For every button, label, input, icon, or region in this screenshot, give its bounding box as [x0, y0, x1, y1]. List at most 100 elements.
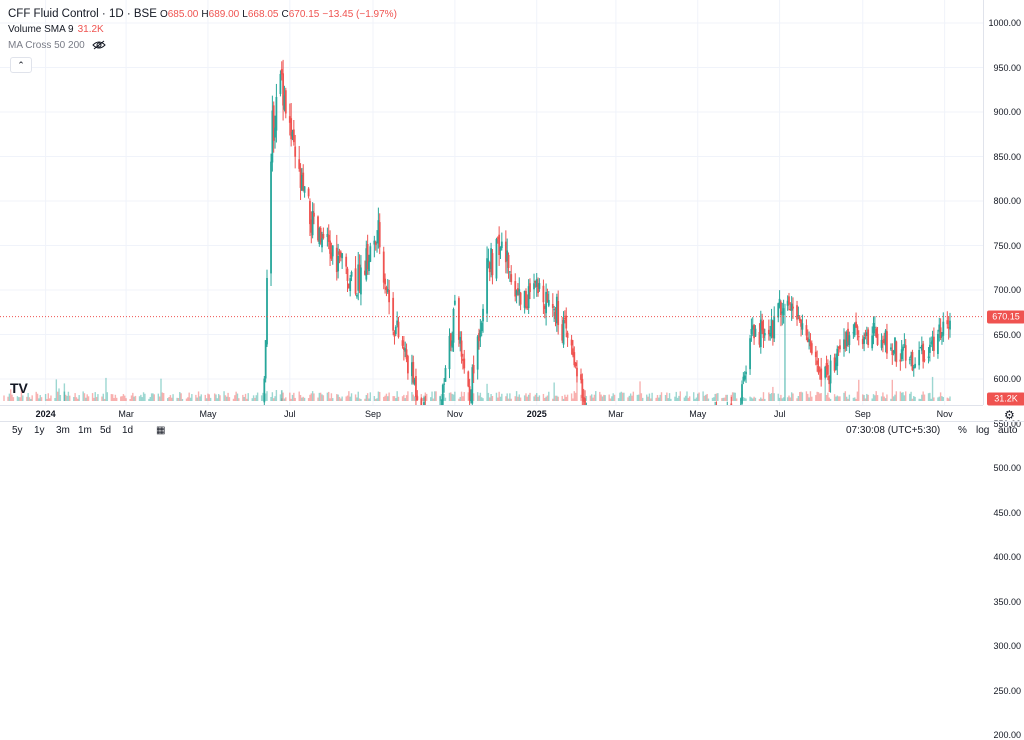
candle-body — [796, 305, 798, 320]
candle-body — [810, 343, 813, 354]
settings-gear-icon[interactable]: ⚙ — [1004, 408, 1015, 422]
auto-toggle[interactable]: auto — [998, 425, 1018, 436]
volume-bar — [702, 391, 704, 401]
range-5y-button[interactable]: 5y — [12, 425, 23, 436]
range-5d-button[interactable]: 5d — [100, 425, 112, 436]
calendar-icon[interactable]: ▦ — [156, 425, 166, 436]
volume-bar — [454, 391, 456, 401]
range-1y-button[interactable]: 1y — [34, 425, 45, 436]
candle-body — [326, 233, 329, 238]
volume-bar — [243, 397, 245, 401]
candle-body — [853, 323, 856, 336]
candle-body — [337, 255, 340, 272]
volume-bar — [191, 394, 193, 401]
candle-body — [303, 186, 306, 193]
candle-body — [453, 300, 456, 305]
volume-bar — [385, 393, 388, 401]
candle-body — [542, 285, 545, 303]
candle-body — [518, 289, 521, 296]
tradingview-logo[interactable]: TV — [10, 380, 28, 396]
percent-toggle[interactable]: % — [958, 425, 967, 436]
volume-bar — [330, 393, 333, 401]
volume-bar — [302, 396, 304, 401]
log-toggle[interactable]: log — [976, 425, 990, 436]
volume-bar — [293, 392, 295, 401]
symbol-title[interactable]: CFF Fluid Control · 1D · BSE — [8, 8, 157, 20]
candle-body — [373, 240, 376, 245]
open-value: 685.00 — [167, 9, 199, 20]
candle-body — [745, 371, 747, 375]
volume-bar — [67, 391, 70, 401]
candle-body — [307, 188, 310, 197]
candle-body — [471, 367, 474, 404]
candle-body — [529, 283, 531, 293]
volume-bar — [273, 398, 275, 401]
candle-body — [354, 268, 357, 294]
candle-body — [365, 248, 368, 280]
price-tick-label: 350.00 — [993, 596, 1021, 607]
volume-bar — [892, 396, 895, 401]
volume-bar — [341, 396, 343, 401]
candle-body — [900, 349, 903, 360]
price-scale[interactable]: 1000.00 950.00 900.00 850.00 800.00 750.00 700… — [983, 0, 1024, 740]
candle-body — [808, 339, 811, 343]
volume-bar — [658, 397, 660, 401]
volume-bar — [923, 394, 926, 401]
volume-bar — [486, 383, 488, 401]
volume-bar — [782, 397, 785, 401]
range-3m-button[interactable]: 3m — [56, 425, 70, 436]
volume-bar — [356, 397, 358, 401]
candle-body — [406, 356, 409, 374]
volume-bar — [613, 394, 616, 401]
range-1d-button[interactable]: 1d — [122, 425, 134, 436]
candle-body — [562, 319, 565, 345]
ma-cross-row[interactable]: MA Cross 50 200 — [8, 38, 397, 54]
volume-bar — [556, 395, 558, 401]
volume-bar — [632, 391, 635, 401]
volume-bar — [144, 393, 146, 401]
volume-bar — [817, 392, 820, 401]
close-value: 670.15 — [288, 9, 320, 20]
volume-bar — [153, 394, 155, 401]
range-1m-button[interactable]: 1m — [78, 425, 92, 436]
candle-body — [826, 365, 829, 375]
price-chart[interactable] — [0, 0, 983, 405]
collapse-legend-button[interactable]: ⌃ — [10, 57, 32, 73]
time-axis[interactable]: 2024 Mar May Jul Sep Nov 2025 Mar May Jul Sep Nov — [0, 405, 983, 422]
candle-body — [345, 256, 348, 267]
candle-body — [298, 159, 301, 169]
volume-bar — [764, 398, 766, 401]
chart-area[interactable] — [0, 0, 983, 405]
candle-body — [927, 356, 930, 358]
volume-bar — [910, 391, 912, 401]
candle-body — [551, 303, 554, 308]
candle-body — [275, 96, 278, 131]
candle-body — [486, 258, 488, 314]
candle-body — [535, 279, 538, 287]
volume-indicator-row[interactable]: Volume SMA 9 31.2K — [8, 22, 397, 38]
volume-bar — [545, 396, 547, 401]
time-tick-label: Jul — [773, 409, 786, 419]
candle-body — [507, 254, 510, 268]
volume-bar — [348, 391, 350, 401]
clock-time[interactable]: 07:30:08 (UTC+5:30) — [846, 425, 941, 436]
candle-body — [405, 349, 408, 360]
volume-bar — [816, 391, 818, 401]
volume-bar — [148, 398, 150, 401]
candle-body — [910, 355, 912, 359]
volume-bar — [933, 397, 935, 401]
candle-body — [495, 239, 498, 279]
volume-bar — [354, 394, 357, 401]
volume-bar — [114, 394, 117, 401]
volume-bar — [75, 397, 78, 401]
volume-bar — [424, 392, 427, 401]
candle-body — [554, 311, 557, 319]
eye-hidden-icon[interactable] — [91, 40, 106, 50]
volume-bar — [467, 392, 469, 401]
volume-bar — [480, 397, 483, 401]
candle-body — [347, 283, 350, 289]
volume-bar — [8, 393, 11, 401]
candle-body — [742, 376, 745, 381]
volume-bar — [321, 394, 323, 401]
volume-bar — [761, 398, 763, 401]
